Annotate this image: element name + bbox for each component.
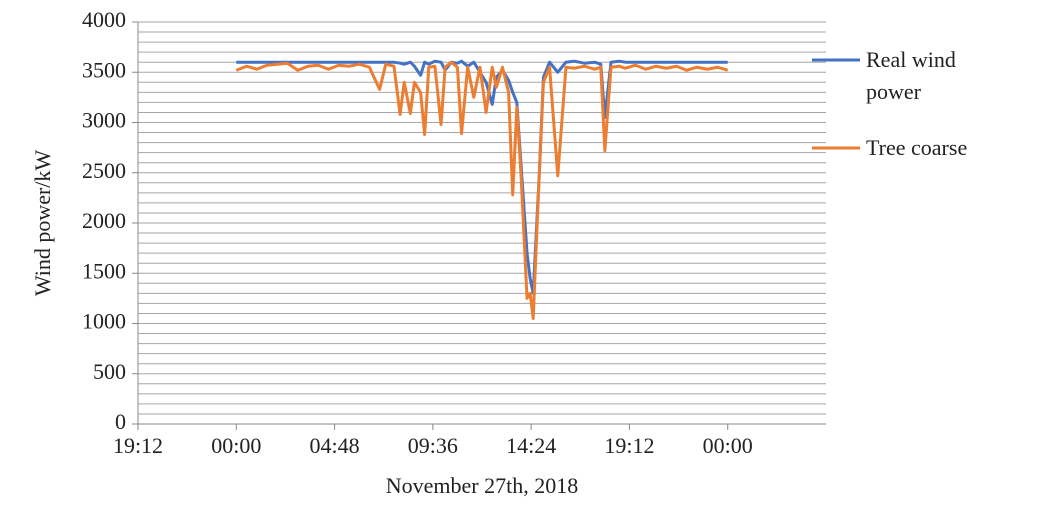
y-tick-label: 0 [115, 409, 126, 434]
legend-label: Real wind power [866, 47, 956, 104]
legend-label: Tree coarse [866, 135, 968, 160]
x-tick-label: 19:12 [604, 433, 654, 458]
x-tick-label: 00:00 [703, 433, 753, 458]
x-axis-title: November 27th, 2018 [386, 473, 578, 498]
y-tick-label: 3000 [82, 108, 126, 133]
y-tick-label: 500 [93, 359, 126, 384]
x-tick-label: 14:24 [506, 433, 556, 458]
line-series [235, 60, 729, 320]
y-axis-title: Wind power/kW [30, 150, 55, 297]
y-tick-label: 4000 [82, 7, 126, 32]
y-tick-label: 2500 [82, 158, 126, 183]
x-tick-label: 04:48 [310, 433, 360, 458]
line-series [236, 59, 728, 295]
x-tick-label: 09:36 [408, 433, 458, 458]
x-tick-label: 19:12 [113, 433, 163, 458]
y-tick-label: 1000 [82, 309, 126, 334]
y-tick-label: 1500 [82, 258, 126, 283]
x-tick-label: 00:00 [211, 433, 261, 458]
y-tick-label: 2000 [82, 208, 126, 233]
y-tick-label: 3500 [82, 57, 126, 82]
